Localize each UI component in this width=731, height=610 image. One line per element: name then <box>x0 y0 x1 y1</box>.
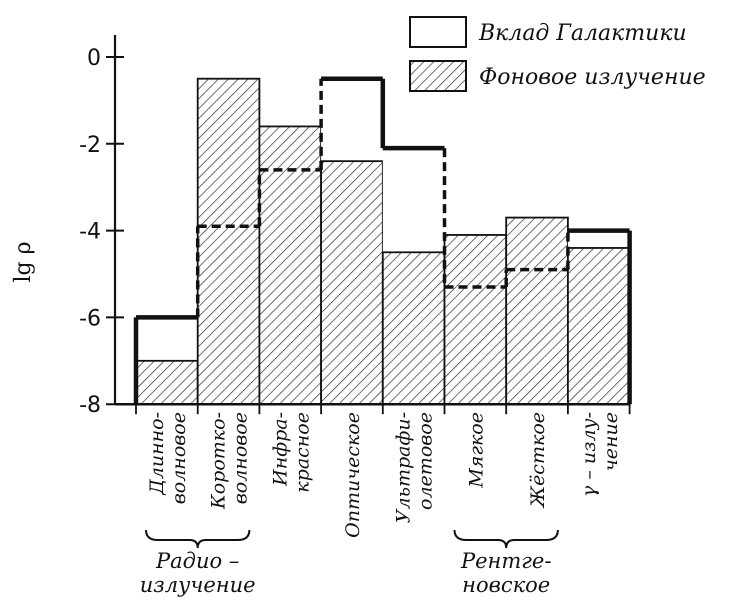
bar-background-0 <box>135 359 199 406</box>
y-axis-label: lg ρ <box>11 241 36 282</box>
category-label-2-0: Инфра- <box>269 412 291 487</box>
category-label-4-1: олетовое <box>415 412 437 510</box>
bar-background-4 <box>381 251 446 406</box>
category-label-4-0: Ультрафи- <box>393 412 415 523</box>
category-label-3-0: Оптическое <box>342 412 364 538</box>
category-label-0-1: волновое <box>168 412 190 504</box>
bar-background-7 <box>567 247 631 406</box>
legend-swatch-1 <box>409 60 467 92</box>
category-label-1-1: волновое <box>230 412 252 504</box>
category-label-6-0: Жёсткое <box>527 412 549 509</box>
category-label-5-0: Мягкое <box>465 412 487 489</box>
y-tick-label-3: -6 <box>79 306 101 331</box>
bar-background-6 <box>505 216 569 406</box>
bar-background-3 <box>320 160 384 406</box>
legend: Вклад Галактики Фоновое излучение <box>409 16 706 92</box>
legend-label-1: Фоновое излучение <box>479 65 706 90</box>
category-labels: Длинно-волновое Коротко-волновое Инфра-кра… <box>146 412 622 538</box>
legend-swatch-0 <box>409 16 467 48</box>
group-label-1-0: Рентге- <box>460 549 551 573</box>
y-axis-label-group: lg ρ <box>11 241 36 282</box>
y-tick-label-2: -4 <box>79 220 101 245</box>
y-tick-label-1: -2 <box>79 133 101 158</box>
group-label-1-1: новское <box>462 573 550 597</box>
y-tick-label-0: 0 <box>87 46 101 71</box>
group-brace-0 <box>145 529 251 549</box>
group-label-0-0: Радио – <box>155 549 239 573</box>
legend-label-0: Вклад Галактики <box>478 21 687 46</box>
bars-layer <box>133 76 632 406</box>
category-label-0-0: Длинно- <box>146 412 168 496</box>
y-tick-label-4: -8 <box>79 393 101 418</box>
bar-background-5 <box>443 234 508 406</box>
category-label-2-1: красное <box>291 412 313 493</box>
category-label-1-0: Коротко- <box>208 412 230 510</box>
axes-layer: 0 -2 -4 -6 -8 <box>79 35 631 418</box>
bar-background-1 <box>196 77 261 406</box>
category-label-7-0: γ – излу- <box>578 412 600 497</box>
group-label-0-1: излучение <box>140 573 256 597</box>
category-label-7-1: чение <box>600 412 622 471</box>
group-brace-1 <box>453 529 559 549</box>
group-labels: Радио –излучение Рентге-новское <box>140 529 559 597</box>
